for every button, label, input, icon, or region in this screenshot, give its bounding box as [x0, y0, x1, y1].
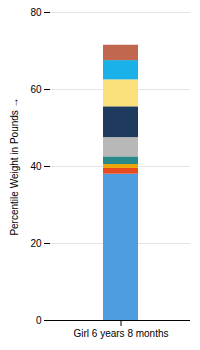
- svg-text:0: 0: [36, 315, 42, 326]
- svg-text:Percentile Weight in Pounds →: Percentile Weight in Pounds →: [9, 97, 20, 235]
- svg-text:80: 80: [30, 7, 42, 18]
- svg-text:40: 40: [30, 161, 42, 172]
- svg-text:60: 60: [30, 84, 42, 95]
- svg-text:20: 20: [30, 238, 42, 249]
- svg-text:Girl 6 years 8 months: Girl 6 years 8 months: [73, 328, 168, 339]
